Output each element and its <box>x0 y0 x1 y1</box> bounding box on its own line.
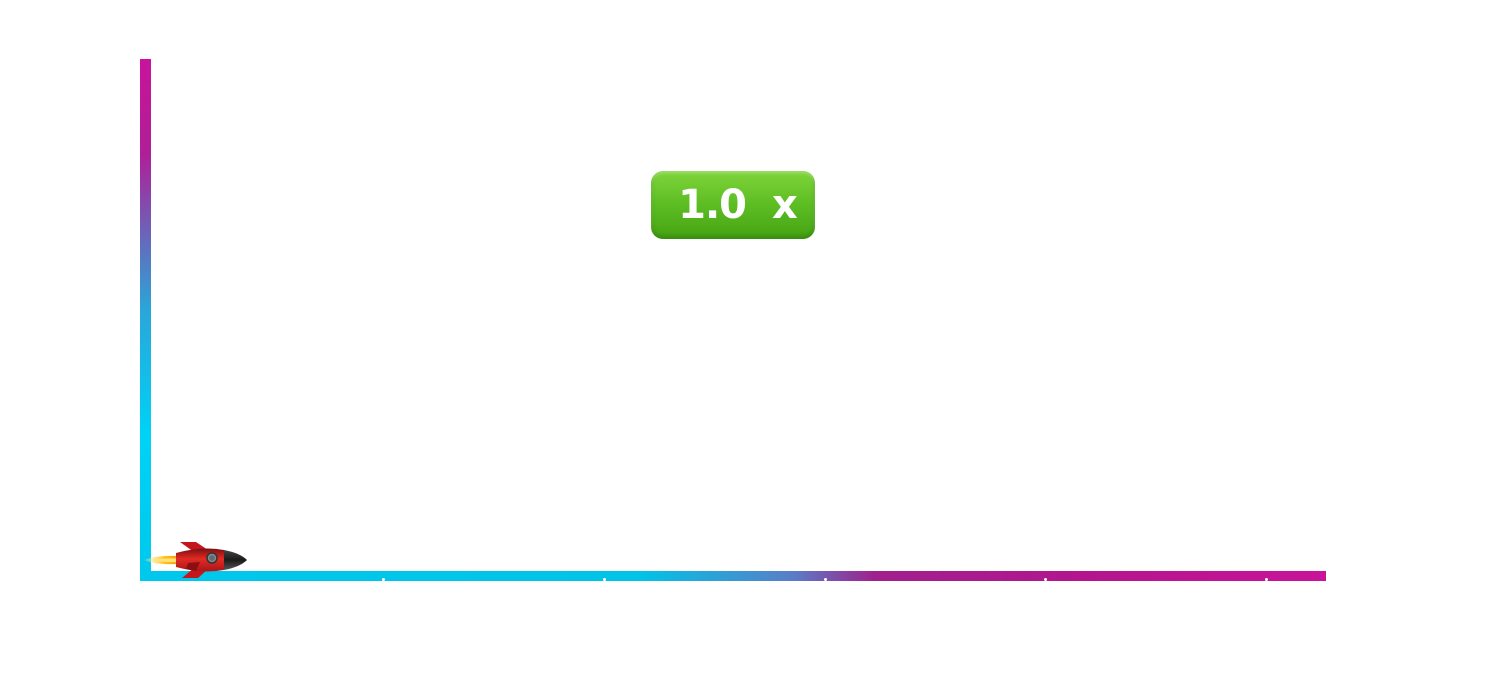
x-axis-tick <box>1044 578 1047 581</box>
y-axis <box>140 59 151 581</box>
x-axis-tick <box>1265 578 1268 581</box>
multiplier-value: 1.0 <box>678 182 747 228</box>
x-axis-tick <box>382 578 385 581</box>
x-axis-tick <box>603 578 606 581</box>
multiplier-badge: 1.0 x <box>651 171 815 239</box>
x-axis-tick <box>824 578 827 581</box>
multiplier-suffix: x <box>772 182 798 228</box>
rocket-icon <box>144 542 247 578</box>
x-axis <box>140 571 1326 581</box>
